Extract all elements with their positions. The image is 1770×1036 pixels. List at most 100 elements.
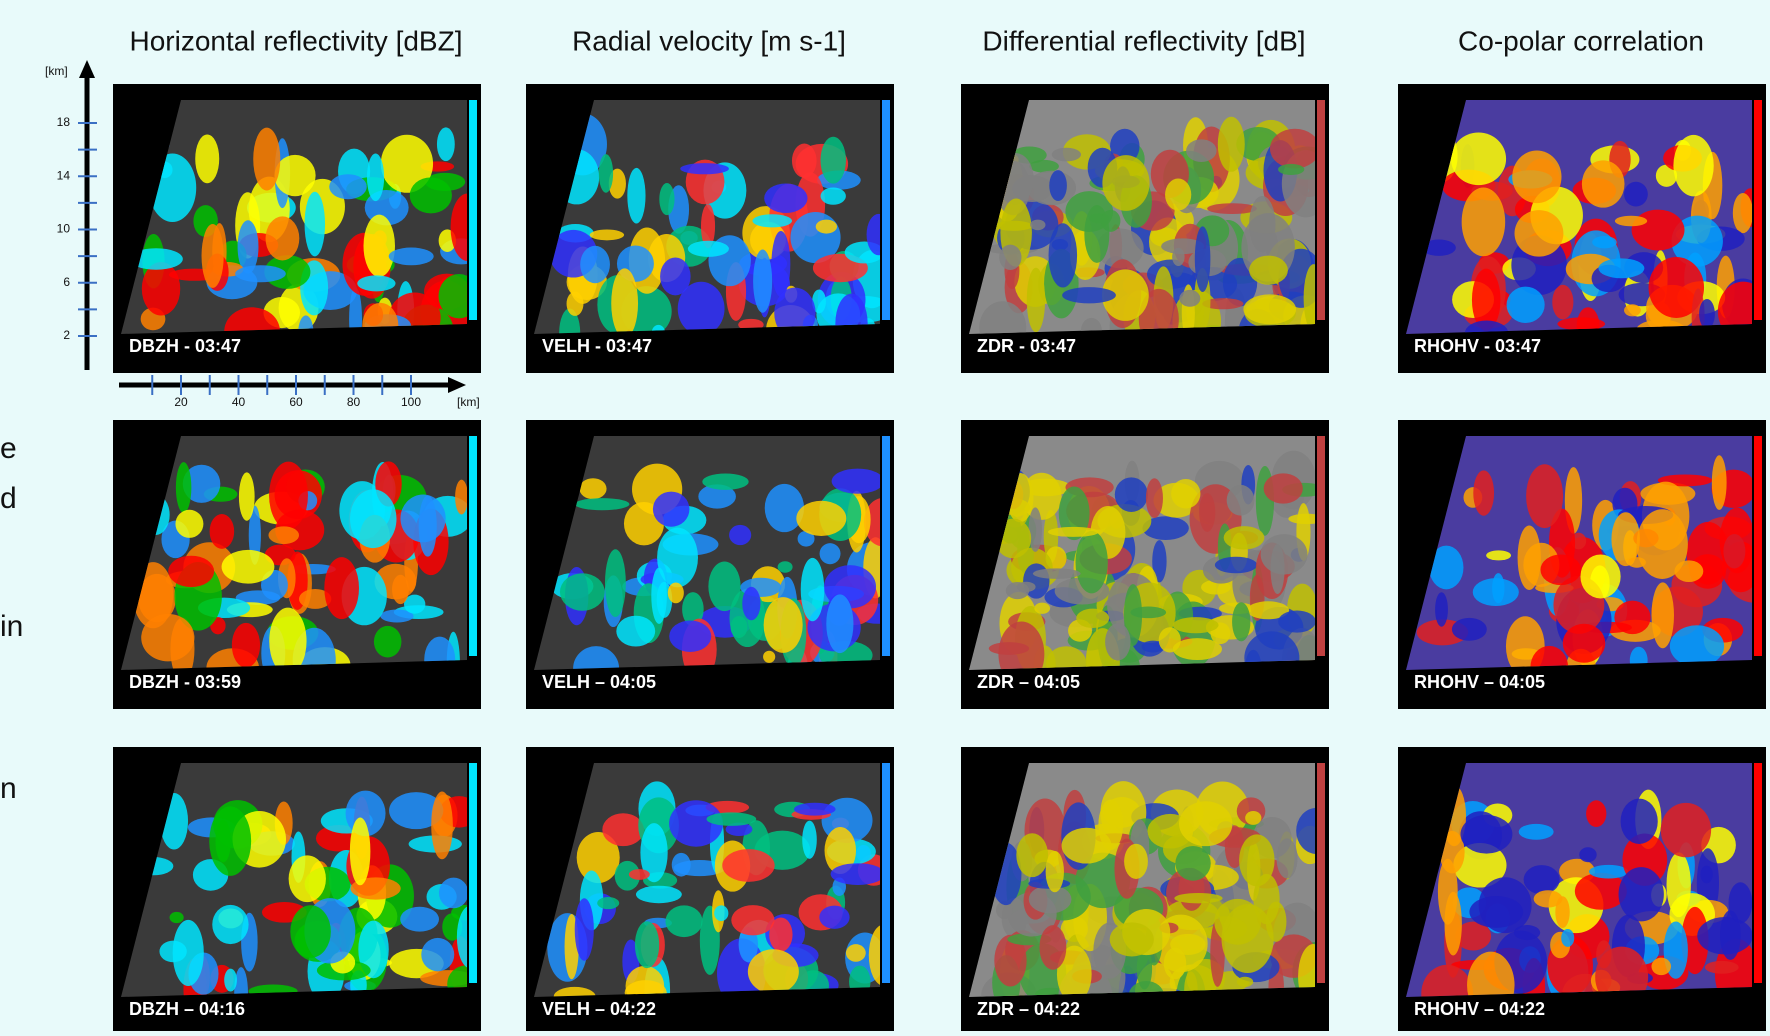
echo: [1661, 803, 1711, 857]
echo: [792, 144, 817, 178]
colorbar: [469, 100, 477, 320]
echo: [392, 575, 409, 604]
side-text: in: [0, 610, 23, 643]
echo: [400, 907, 439, 932]
echo: [764, 183, 807, 212]
echo: [1174, 893, 1222, 903]
echo: [1624, 182, 1648, 207]
echo: [400, 495, 445, 543]
echo: [1006, 582, 1029, 599]
echo: [1049, 170, 1067, 201]
echo: [1245, 811, 1261, 825]
echo: [1670, 625, 1724, 667]
echo: [175, 510, 203, 538]
echo: [821, 137, 846, 184]
colorbar: [1317, 100, 1325, 320]
x-tick-label: 20: [174, 395, 188, 409]
echo: [1030, 220, 1045, 231]
echo: [580, 246, 610, 283]
echo: [1049, 223, 1078, 287]
echo: [209, 806, 251, 876]
echo: [1534, 890, 1563, 907]
echo: [1249, 256, 1288, 285]
echo: [1179, 290, 1200, 307]
echo: [605, 549, 626, 617]
colorbar: [1317, 436, 1325, 656]
echo: [1589, 865, 1628, 879]
colorbar: [882, 436, 890, 656]
echo: [1195, 226, 1211, 292]
radar-panel: DBZH – 04:16: [113, 747, 486, 1031]
echo: [1469, 896, 1523, 928]
echo: [1124, 844, 1148, 879]
echo: [1611, 512, 1639, 566]
echo: [995, 221, 1033, 231]
panel-label: RHOHV – 04:05: [1414, 672, 1545, 692]
y-tick-label: 2: [63, 328, 70, 342]
echo: [1264, 473, 1303, 503]
echo: [616, 616, 655, 647]
echo: [1034, 603, 1050, 614]
echo: [1705, 961, 1739, 974]
echo: [1270, 129, 1320, 169]
echo: [350, 817, 371, 885]
echo: [142, 262, 180, 315]
echo: [222, 550, 275, 584]
echo: [389, 248, 434, 266]
echo: [669, 620, 711, 651]
echo: [769, 917, 792, 951]
echo: [731, 905, 774, 935]
echo: [274, 155, 315, 196]
echo: [1237, 977, 1253, 987]
echo: [1451, 132, 1506, 185]
echo: [752, 214, 792, 227]
echo: [1699, 299, 1715, 329]
echo: [1519, 824, 1554, 840]
echo: [801, 558, 825, 621]
echo: [680, 163, 729, 174]
echo: [357, 275, 395, 291]
echo: [1524, 865, 1560, 894]
echo: [1227, 485, 1255, 516]
echo: [1256, 466, 1274, 536]
echo: [1598, 258, 1644, 278]
echo: [802, 821, 817, 859]
echo: [268, 526, 299, 544]
radar-panel: ZDR - 03:47: [961, 84, 1333, 373]
echo: [212, 905, 248, 944]
echo: [1052, 148, 1081, 162]
echo: [820, 543, 841, 564]
echo: [1673, 135, 1713, 196]
echo: [235, 265, 286, 282]
echo: [232, 623, 260, 668]
echo: [1175, 846, 1210, 881]
echo: [796, 501, 846, 536]
echo: [1614, 601, 1650, 635]
colorbar: [469, 763, 477, 983]
echo: [1110, 922, 1154, 956]
echo: [1515, 210, 1564, 257]
echo: [266, 216, 300, 260]
echo: [305, 192, 325, 257]
radar-panel: RHOHV – 04:22: [1398, 747, 1766, 1031]
echo: [763, 651, 775, 663]
column-header: Differential reflectivity [dB]: [982, 25, 1305, 56]
panel-label: VELH – 04:05: [542, 672, 656, 692]
echo: [1243, 294, 1296, 324]
echo: [1218, 117, 1245, 172]
echo: [832, 469, 884, 494]
radar-panel: ZDR – 04:22: [961, 747, 1337, 1031]
echo: [1159, 627, 1181, 652]
echo: [1033, 568, 1081, 579]
echo: [1435, 592, 1448, 626]
echo: [1222, 904, 1274, 973]
echo: [771, 231, 790, 297]
colorbar: [1754, 100, 1762, 320]
echo: [1130, 607, 1166, 619]
echo: [1651, 582, 1674, 648]
echo: [599, 154, 613, 193]
colorbar: [882, 100, 890, 320]
echo: [239, 472, 255, 520]
echo: [611, 268, 638, 338]
echo: [764, 597, 803, 653]
